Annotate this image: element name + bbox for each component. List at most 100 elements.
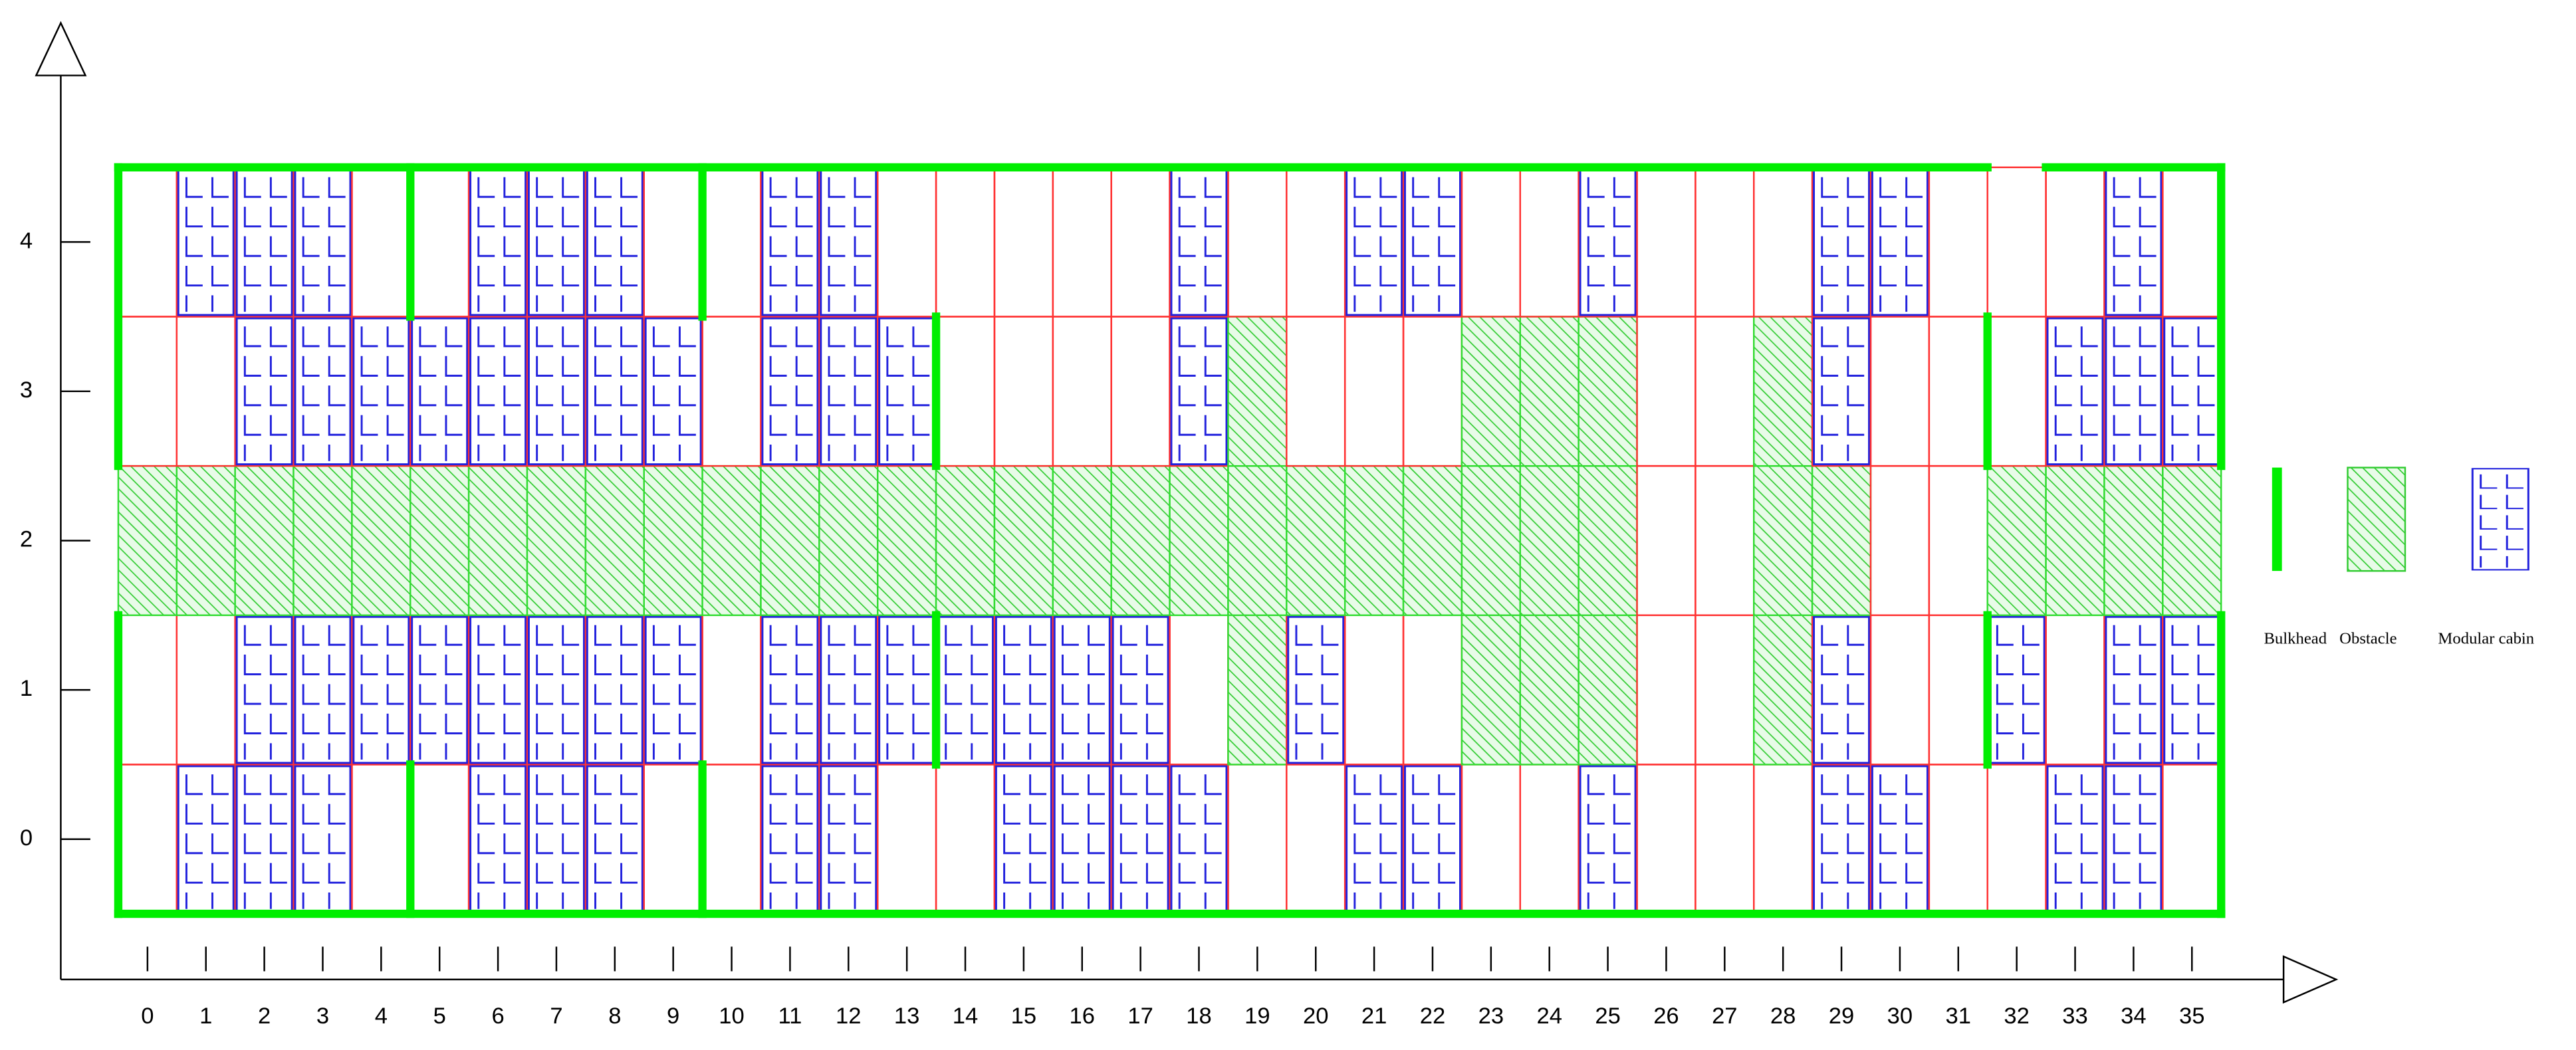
cell bbox=[1169, 614, 1229, 766]
cabin bbox=[2163, 317, 2221, 466]
cabin bbox=[1112, 765, 1169, 914]
cell bbox=[293, 764, 353, 915]
cell bbox=[1986, 166, 2047, 318]
cabin bbox=[2105, 765, 2163, 914]
cell bbox=[1928, 316, 1988, 467]
cell bbox=[1402, 764, 1463, 915]
cabin bbox=[1813, 765, 1871, 914]
cell bbox=[1169, 764, 1229, 915]
cell bbox=[1227, 764, 1288, 915]
bulkheads bbox=[114, 163, 2226, 918]
y-tick-label: 1 bbox=[20, 676, 33, 701]
cabin bbox=[527, 615, 585, 764]
cabin bbox=[177, 765, 235, 914]
cell bbox=[1344, 614, 1405, 766]
cell bbox=[1636, 465, 1697, 617]
cabin bbox=[644, 615, 702, 764]
x-tick-label: 16 bbox=[1070, 1003, 1095, 1029]
cell bbox=[234, 166, 294, 318]
cell bbox=[1402, 166, 1463, 318]
cabin bbox=[2046, 765, 2104, 914]
obstacle bbox=[876, 465, 937, 617]
cabin bbox=[2105, 615, 2163, 764]
obstacle bbox=[1753, 316, 1814, 467]
cabin bbox=[2046, 317, 2104, 466]
cell bbox=[1286, 166, 1346, 318]
cell bbox=[1928, 465, 1988, 617]
cell bbox=[1869, 614, 1931, 766]
y-tick-label: 0 bbox=[20, 825, 33, 851]
cell bbox=[1695, 316, 1755, 467]
cell bbox=[1110, 316, 1171, 467]
x-tick-label: 15 bbox=[1011, 1003, 1036, 1029]
cabin bbox=[1346, 765, 1403, 914]
obstacle bbox=[1402, 465, 1463, 617]
cabin bbox=[469, 317, 527, 466]
legend-label: Obstacle bbox=[2339, 629, 2397, 647]
cell bbox=[1110, 166, 1171, 318]
x-tick-label: 12 bbox=[836, 1003, 861, 1029]
cell bbox=[1519, 166, 1580, 318]
cell bbox=[1986, 316, 2047, 467]
cell bbox=[1052, 166, 1112, 318]
cell bbox=[1869, 764, 1931, 915]
cabin bbox=[411, 615, 469, 764]
cabin bbox=[469, 167, 527, 316]
cell bbox=[410, 764, 470, 915]
cabin bbox=[527, 317, 585, 466]
cabin bbox=[1170, 317, 1228, 466]
x-tick-label: 5 bbox=[433, 1003, 446, 1029]
obstacle bbox=[410, 465, 470, 617]
x-tick-label: 35 bbox=[2179, 1003, 2204, 1029]
cell bbox=[1695, 764, 1755, 915]
x-tick-label: 1 bbox=[199, 1003, 212, 1029]
cell bbox=[643, 614, 703, 766]
cell bbox=[2162, 166, 2222, 318]
cell bbox=[1986, 764, 2047, 915]
cell bbox=[643, 764, 703, 915]
cell bbox=[935, 764, 996, 915]
obstacle bbox=[993, 465, 1054, 617]
cell bbox=[993, 166, 1054, 318]
cabin bbox=[820, 765, 878, 914]
x-tick-label: 2 bbox=[258, 1003, 271, 1029]
cell bbox=[1869, 465, 1931, 617]
cell bbox=[643, 316, 703, 467]
x-tick-label: 18 bbox=[1186, 1003, 1211, 1029]
cabin bbox=[586, 317, 644, 466]
y-tick-label: 2 bbox=[20, 527, 33, 552]
x-tick-label: 31 bbox=[1946, 1003, 1971, 1029]
obstacle bbox=[1461, 316, 1522, 467]
obstacle bbox=[701, 465, 762, 617]
obstacle bbox=[818, 465, 879, 617]
obstacle bbox=[1578, 465, 1638, 617]
cabin bbox=[937, 615, 995, 764]
cell bbox=[1402, 316, 1463, 467]
cabin bbox=[820, 317, 878, 466]
obstacle bbox=[1227, 614, 1288, 766]
cell bbox=[351, 764, 411, 915]
cabin bbox=[995, 615, 1052, 764]
cell bbox=[117, 166, 178, 318]
obstacle bbox=[1052, 465, 1112, 617]
cell bbox=[993, 764, 1054, 915]
cabin bbox=[235, 167, 293, 316]
x-arrow bbox=[2282, 955, 2339, 1004]
x-tick-label: 29 bbox=[1829, 1003, 1854, 1029]
cell bbox=[1695, 614, 1755, 766]
cabin bbox=[294, 765, 352, 914]
x-tick-label: 10 bbox=[719, 1003, 744, 1029]
obstacle bbox=[2045, 465, 2105, 617]
cell bbox=[2162, 316, 2222, 467]
cabin bbox=[1346, 167, 1403, 316]
cell bbox=[1753, 166, 1814, 318]
cell bbox=[1695, 465, 1755, 617]
cell bbox=[117, 614, 178, 766]
obstacle bbox=[760, 465, 820, 617]
obstacle bbox=[2103, 465, 2164, 617]
cell bbox=[234, 316, 294, 467]
cell bbox=[2162, 764, 2222, 915]
cell bbox=[410, 166, 470, 318]
cell bbox=[1461, 166, 1522, 318]
